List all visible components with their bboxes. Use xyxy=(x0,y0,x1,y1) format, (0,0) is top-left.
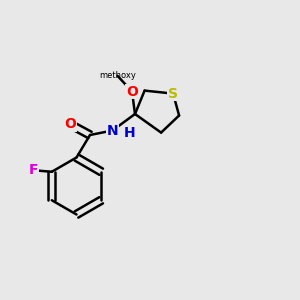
Text: H: H xyxy=(124,126,136,140)
Text: methoxy: methoxy xyxy=(99,71,136,80)
Text: S: S xyxy=(168,87,178,100)
Text: N: N xyxy=(107,124,118,137)
Text: F: F xyxy=(28,163,38,177)
Text: O: O xyxy=(126,85,138,98)
Text: O: O xyxy=(64,118,76,131)
